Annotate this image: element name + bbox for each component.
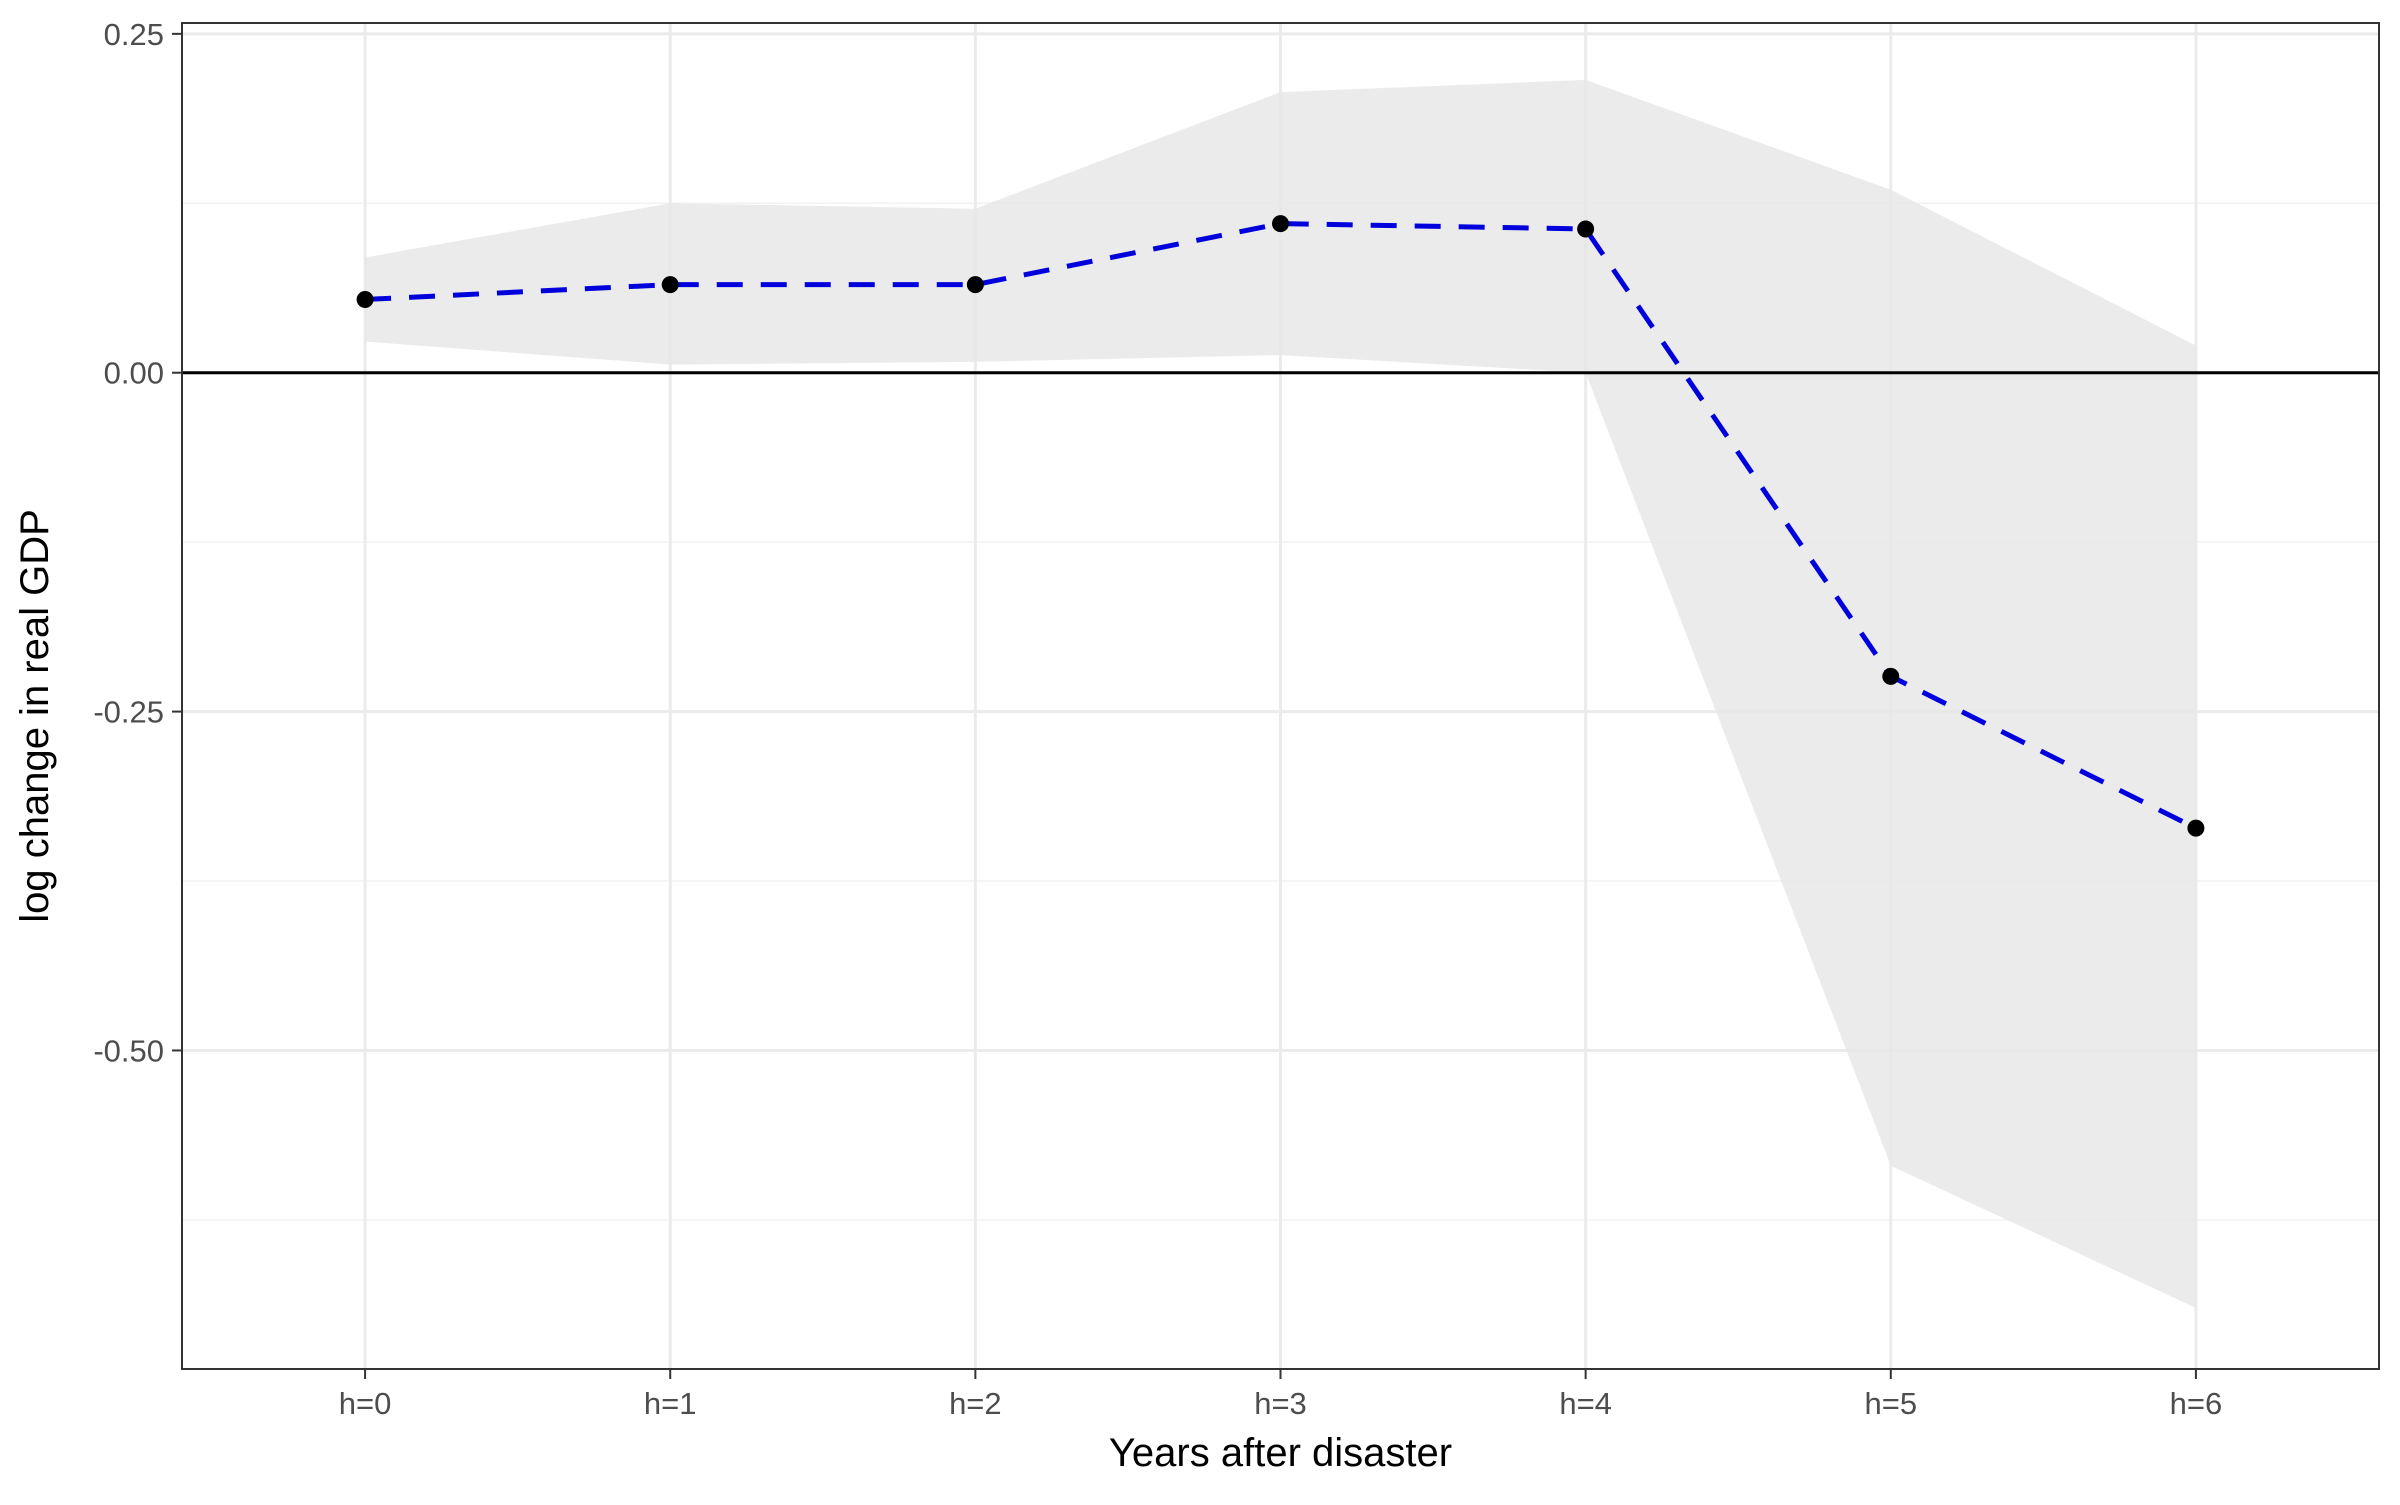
x-tick-label: h=1 xyxy=(644,1386,697,1421)
confidence-band xyxy=(365,79,2196,1308)
data-point xyxy=(2187,819,2205,837)
x-tick-label: h=5 xyxy=(1864,1386,1917,1421)
y-tick-label: -0.50 xyxy=(93,1033,164,1068)
axes: 0.25 0.00 -0.25 -0.50 h=0 h=1 h=2 h=3 h=4 h=5 h=6 xyxy=(93,17,2380,1421)
x-tick-label: h=2 xyxy=(949,1386,1002,1421)
y-tick-label: 0.25 xyxy=(104,17,164,52)
x-tick-label: h=6 xyxy=(2170,1386,2223,1421)
data-point xyxy=(1272,215,1289,233)
x-tick-label: h=4 xyxy=(1559,1386,1612,1421)
y-tick-label: 0.00 xyxy=(104,356,164,391)
y-axis-title: log change in real GDP xyxy=(13,509,57,923)
x-tick-label: h=3 xyxy=(1254,1386,1307,1421)
data-point xyxy=(1577,220,1595,238)
x-axis-title: Years after disaster xyxy=(1109,1431,1452,1475)
series-points xyxy=(356,215,2205,837)
data-point xyxy=(966,276,984,294)
x-tick-label: h=0 xyxy=(339,1386,392,1421)
y-tick-label: -0.25 xyxy=(93,695,164,730)
data-point xyxy=(661,276,679,294)
data-point xyxy=(356,291,374,309)
confidence-ribbon-group xyxy=(365,79,2196,1308)
data-point xyxy=(1882,667,1900,685)
